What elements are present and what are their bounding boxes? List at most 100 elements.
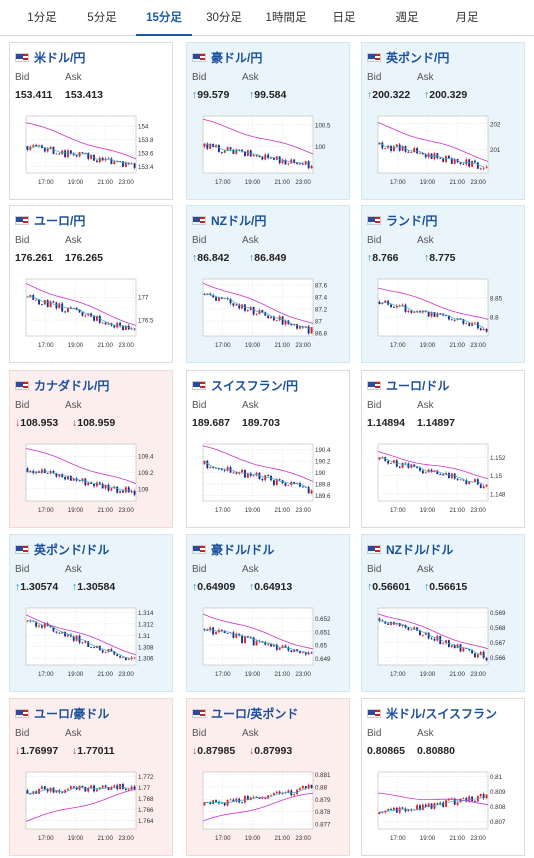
rate-card[interactable]: 英ポンド/ドル Bid Ask ↑1.30574 ↑1.30584 1.314 1.312 1… [9,534,173,692]
price-chart[interactable]: 0.81 0.809 0.808 0.807 17:00 19:00 21:00 23:00 [373,769,515,843]
pair-name[interactable]: ユーロ/豪ドル [34,706,110,721]
price-chart[interactable]: 100.5 100 17:00 19:00 21:00 23:00 [198,113,340,187]
rate-card[interactable]: ランド/円 Bid Ask ↑8.766 ↑8.775 8.85 8.8 17:00 19:00… [361,205,525,363]
pair-name[interactable]: NZドル/ドル [386,542,454,557]
candle-body [220,152,223,154]
candle-body [476,322,479,329]
bid-price: 1.76997 [20,745,59,757]
ask-price: 1.30584 [77,581,116,593]
candle-body [87,787,90,792]
tab-6[interactable]: 週足 [395,12,419,24]
candle-body [465,798,468,802]
rate-card[interactable]: NZドル/ドル Bid Ask ↑0.56601 ↑0.56615 0.569 0.568 0… [361,534,525,692]
rate-card[interactable]: スイスフラン/円 Bid Ask 189.687 189.703 190.4 190.2 19… [186,370,350,528]
x-tick-label: 19:00 [68,507,84,514]
rate-card[interactable]: ユーロ/英ポンド Bid Ask ↓0.87985 ↓0.87993 0.881 0.88 0… [186,698,350,856]
candle-body [284,159,287,165]
tab-4[interactable]: 1時間足 [265,12,307,24]
tab-5[interactable]: 日足 [332,12,356,24]
candle-body [378,301,381,304]
candle-body [223,470,226,471]
ma-short-line [204,628,309,654]
pair-name[interactable]: ユーロ/円 [34,213,86,228]
candle-body [258,797,261,799]
ask-price: 153.413 [65,89,103,101]
price-chart[interactable]: 0.881 0.88 0.879 0.878 0.877 17:00 19:00 21:00 2… [198,769,340,843]
price-chart[interactable]: 154 153.8 153.6 153.4 17:00 19:00 21:00 23:00 [21,113,163,187]
candle-body [90,785,93,788]
price-chart[interactable]: 1.772 1.77 1.768 1.766 1.764 17:00 19:00 21:00 2… [21,769,163,843]
rate-card[interactable]: 米ドル/円 Bid Ask 153.411 153.413 154 153.8 153.6 15… [9,42,173,200]
candle-body [284,320,287,325]
bid-value: 176.261 [15,252,53,264]
pair-name[interactable]: ユーロ/ドル [386,378,450,393]
candle-body [75,155,78,157]
rate-card[interactable]: 豪ドル/円 Bid Ask ↑99.579 ↑99.584 100.5 100 17:00 19… [186,42,350,200]
candle-body [217,801,220,804]
candlestick-chart: 154 153.8 153.6 153.4 17:00 19:00 21:00 23:00 [25,115,154,186]
rate-card[interactable]: ユーロ/豪ドル Bid Ask ↓1.76997 ↓1.77011 1.772 1.77 1.… [9,698,173,856]
pair-name[interactable]: 豪ドル/円 [211,50,263,65]
price-chart[interactable]: 190.4 190.2 190 189.8 189.6 17:00 19:00 21:00 23… [198,441,340,515]
rate-card[interactable]: カナダドル/円 Bid Ask ↓108.953 ↓108.959 109.4 109.2 1… [9,370,173,528]
pair-name[interactable]: 米ドル/スイスフラン [386,706,497,721]
tab-0[interactable]: 1分足 [27,12,57,24]
candlestick-chart: 177 176.5 17:00 19:00 21:00 23:00 [25,278,154,349]
price-chart[interactable]: 8.85 8.8 17:00 19:00 21:00 23:00 [373,276,515,350]
y-tick-label: 8.8 [490,315,499,322]
pair-name[interactable]: スイスフラン/円 [211,378,298,393]
price-chart[interactable]: 109.4 109.2 109 17:00 19:00 21:00 23:00 [21,441,163,515]
candle-body [456,478,459,480]
price-chart[interactable]: 1.314 1.312 1.31 1.308 1.306 17:00 19:00 21:00 2… [21,605,163,679]
ma-long-line [25,788,137,822]
tab-7[interactable]: 月足 [455,12,479,24]
candle-body [261,157,264,160]
bid-value: ↓108.953 [15,417,58,429]
rate-card[interactable]: 豪ドル/ドル Bid Ask ↑0.64909 ↑0.64913 0.652 0.651 0.… [186,534,350,692]
rate-card[interactable]: ユーロ/円 Bid Ask 176.261 176.265 177 176.5 17:00 19… [9,205,173,363]
tab-1[interactable]: 5分足 [87,12,117,24]
bid-arrow-icon: ↓ [15,745,21,757]
bid-label: Bid [192,235,207,246]
tab-3[interactable]: 30分足 [206,12,242,24]
candle-body [203,802,206,806]
price-chart[interactable]: 0.569 0.568 0.567 0.566 17:00 19:00 21:00 23:00 [373,605,515,679]
price-chart[interactable]: 0.652 0.651 0.65 0.649 17:00 19:00 21:00 23:00 [198,605,340,679]
pair-name[interactable]: 英ポンド/ドル [34,542,110,557]
rate-card[interactable]: 米ドル/スイスフラン Bid Ask 0.80865 0.80880 0.81 0.809 0… [361,698,525,856]
tab-2[interactable]: 15分足 [136,0,192,36]
price-chart[interactable]: 177 176.5 17:00 19:00 21:00 23:00 [21,276,163,350]
candle-body [284,483,287,486]
candle-body [246,636,249,637]
pair-name[interactable]: ランド/円 [386,213,438,228]
candle-body [255,796,258,798]
candle-body [392,460,395,464]
candle-body [299,163,301,165]
candle-body [453,798,456,805]
bid-price: 1.30574 [20,581,59,593]
x-tick-label: 21:00 [97,671,113,678]
x-tick-label: 19:00 [245,179,261,186]
bid-label: Bid [367,72,382,83]
x-tick-label: 21:00 [97,507,113,514]
pair-name[interactable]: 英ポンド/円 [386,50,450,65]
price-chart[interactable]: 202 201 17:00 19:00 21:00 23:00 [373,113,515,187]
x-tick-label: 17:00 [38,671,54,678]
candle-body [442,802,445,807]
plot-area [202,771,314,830]
price-chart[interactable]: 1.152 1.15 1.148 17:00 19:00 21:00 23:00 [373,441,515,515]
candle-body [49,146,52,149]
candle-body [482,651,485,658]
pair-name[interactable]: カナダドル/円 [34,378,110,393]
pair-name[interactable]: ユーロ/英ポンド [211,706,299,721]
rate-card[interactable]: ユーロ/ドル Bid Ask 1.14894 1.14897 1.152 1.15 1.148… [361,370,525,528]
price-chart[interactable]: 87.6 87.4 87.2 87 86.8 17:00 19:00 21:00 23:00 [198,276,340,350]
candle-body [235,304,238,306]
pair-name[interactable]: NZドル/円 [211,213,267,228]
pair-name[interactable]: 米ドル/円 [34,50,86,65]
pair-name[interactable]: 豪ドル/ドル [211,542,275,557]
rate-card[interactable]: NZドル/円 Bid Ask ↑86.842 ↑86.849 87.6 87.4 87.2 87… [186,205,350,363]
rate-card[interactable]: 英ポンド/円 Bid Ask ↑200.322 ↑200.329 202 201 17:00 1… [361,42,525,200]
ma-short-line [204,786,309,804]
bid-arrow-icon: ↑ [192,581,198,593]
